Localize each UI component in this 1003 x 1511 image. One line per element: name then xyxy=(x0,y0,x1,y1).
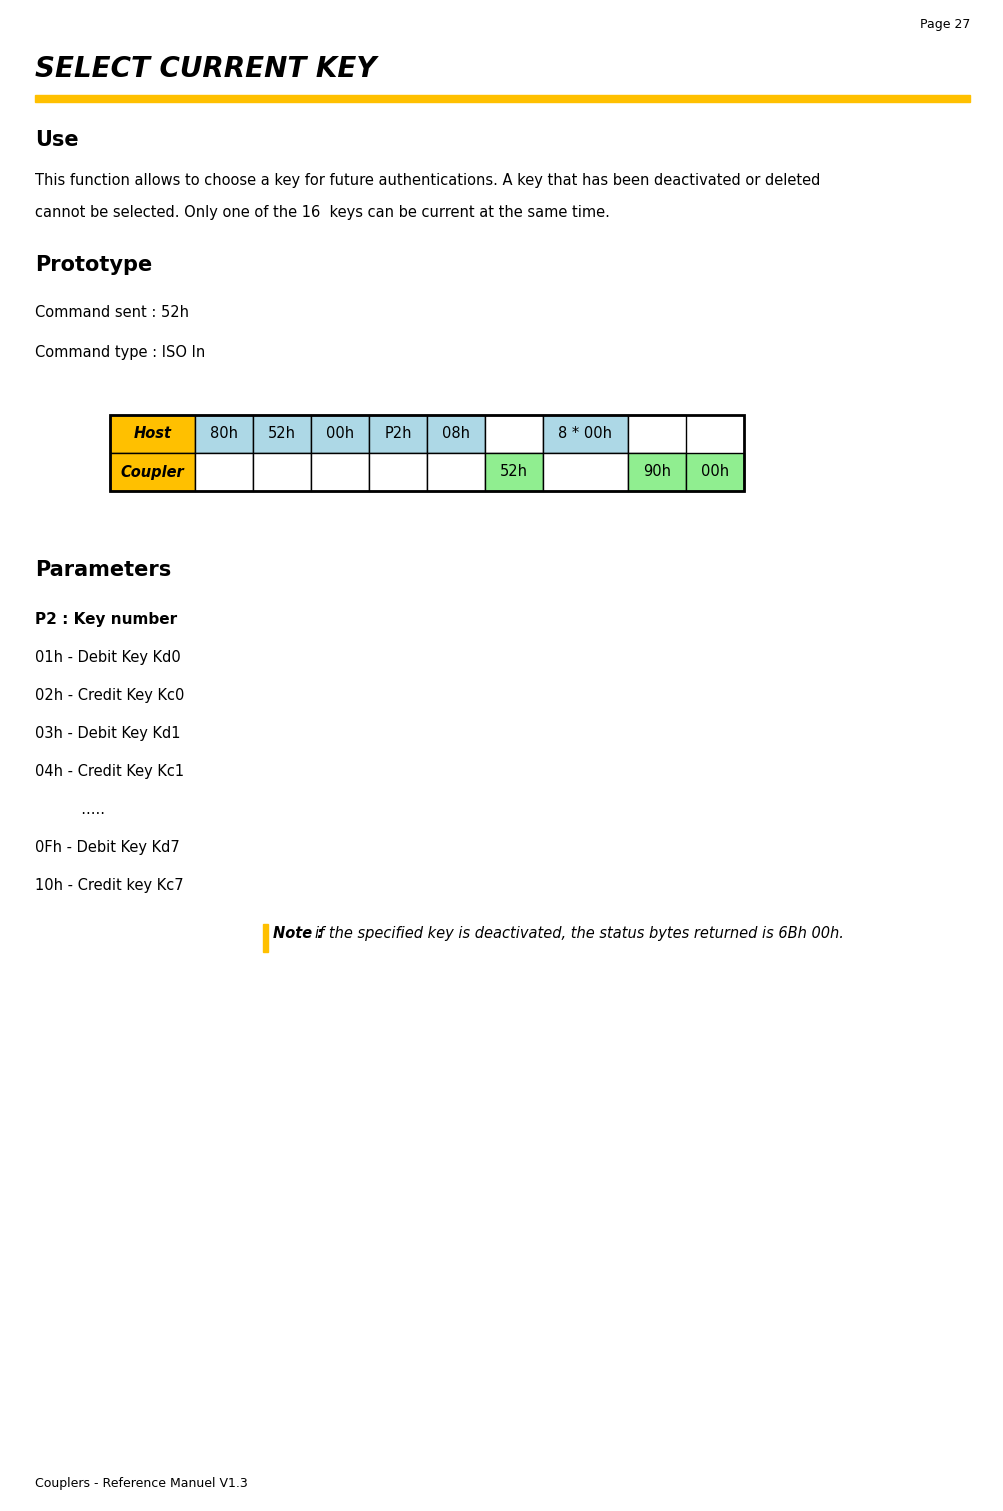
Text: P2h: P2h xyxy=(384,426,411,441)
Bar xyxy=(195,453,253,491)
Bar xyxy=(311,453,369,491)
Text: Couplers - Reference Manuel V1.3: Couplers - Reference Manuel V1.3 xyxy=(35,1476,248,1490)
Text: 04h - Credit Key Kc1: 04h - Credit Key Kc1 xyxy=(35,765,184,780)
Text: Page 27: Page 27 xyxy=(919,18,969,32)
Text: 01h - Debit Key Kd0: 01h - Debit Key Kd0 xyxy=(35,650,181,665)
Text: 00h: 00h xyxy=(700,464,728,479)
Text: cannot be selected. Only one of the 16  keys can be current at the same time.: cannot be selected. Only one of the 16 k… xyxy=(35,205,609,221)
Text: P2 : Key number: P2 : Key number xyxy=(35,612,177,627)
Bar xyxy=(543,416,627,453)
Bar xyxy=(110,453,195,491)
Text: SELECT CURRENT KEY: SELECT CURRENT KEY xyxy=(35,54,376,83)
Text: Command type : ISO In: Command type : ISO In xyxy=(35,345,205,360)
Text: Host: Host xyxy=(133,426,172,441)
Text: .....: ..... xyxy=(35,802,105,817)
Text: 08h: 08h xyxy=(441,426,469,441)
Bar xyxy=(195,416,253,453)
Text: if the specified key is deactivated, the status bytes returned is 6Bh 00h.: if the specified key is deactivated, the… xyxy=(315,926,844,941)
Text: Note :: Note : xyxy=(273,926,328,941)
Bar xyxy=(253,416,311,453)
Text: 80h: 80h xyxy=(210,426,238,441)
Text: 0Fh - Debit Key Kd7: 0Fh - Debit Key Kd7 xyxy=(35,840,180,855)
Bar xyxy=(110,416,195,453)
Text: 00h: 00h xyxy=(326,426,354,441)
Bar xyxy=(426,453,484,491)
Text: Coupler: Coupler xyxy=(120,464,185,479)
Bar xyxy=(484,453,543,491)
Bar xyxy=(685,453,743,491)
Bar xyxy=(369,416,426,453)
Text: 02h - Credit Key Kc0: 02h - Credit Key Kc0 xyxy=(35,688,185,703)
Text: Parameters: Parameters xyxy=(35,561,172,580)
Bar xyxy=(627,453,685,491)
Text: 10h - Credit key Kc7: 10h - Credit key Kc7 xyxy=(35,878,184,893)
Bar xyxy=(253,453,311,491)
Text: 52h: 52h xyxy=(268,426,296,441)
Bar xyxy=(263,925,268,952)
Bar xyxy=(35,95,969,103)
Bar xyxy=(484,416,543,453)
Text: This function allows to choose a key for future authentications. A key that has : This function allows to choose a key for… xyxy=(35,172,819,187)
Text: 8 * 00h: 8 * 00h xyxy=(558,426,612,441)
Bar xyxy=(426,416,484,453)
Text: Prototype: Prototype xyxy=(35,255,152,275)
Text: 90h: 90h xyxy=(642,464,670,479)
Text: Command sent : 52h: Command sent : 52h xyxy=(35,305,189,320)
Text: 52h: 52h xyxy=(499,464,528,479)
Bar xyxy=(543,453,627,491)
Bar xyxy=(369,453,426,491)
Text: Use: Use xyxy=(35,130,78,150)
Bar xyxy=(110,416,743,491)
Bar xyxy=(311,416,369,453)
Bar xyxy=(627,416,685,453)
Text: 03h - Debit Key Kd1: 03h - Debit Key Kd1 xyxy=(35,725,181,740)
